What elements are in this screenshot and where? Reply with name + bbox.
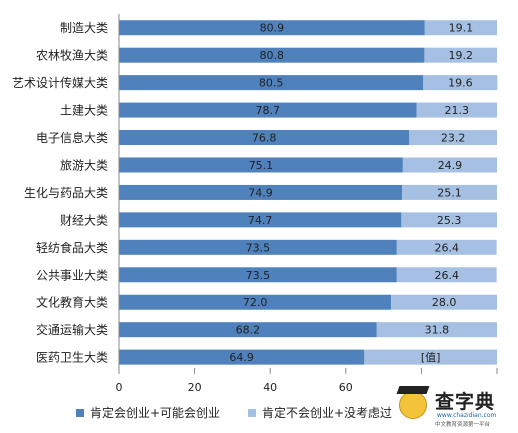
data-label: 78.7 [255, 104, 280, 117]
data-label: 73.5 [246, 241, 271, 254]
logo-title: 查字典 [435, 391, 496, 413]
logo-tagline: 中文教育资源第一平台 [435, 422, 491, 428]
category-label: 农林牧渔大类 [36, 49, 108, 63]
legend-item-series-2: 肯定不会创业+没考虑过 [248, 404, 392, 421]
x-tick-label: 0 [116, 381, 123, 394]
category-labels: 制造大类农林牧渔大类艺术设计传媒大类土建大类电子信息大类旅游大类生化与药品大类财… [12, 21, 108, 364]
bars-layer: 80.9 19.1 80.8 19.2 80.5 19.6 78.7 21.3 76.8 23.2… [119, 20, 498, 365]
category-label: 医药卫生大类 [36, 351, 108, 365]
category-label: 生化与药品大类 [24, 186, 108, 200]
bar-series-2 [396, 239, 497, 255]
data-label: 19.1 [449, 22, 474, 35]
x-tick-label: 60 [339, 381, 353, 394]
bar-series-2 [416, 102, 497, 118]
bar-series-2 [402, 184, 497, 200]
bar-series-1 [119, 184, 403, 200]
bar-series-1 [119, 267, 397, 283]
bar-series-2 [424, 20, 497, 36]
data-label: 23.2 [441, 132, 466, 145]
bar-series-2 [376, 322, 497, 338]
category-label: 旅游大类 [60, 158, 108, 172]
bar-series-2 [402, 157, 497, 173]
data-label: 73.5 [246, 269, 271, 282]
data-label: 26.4 [434, 269, 459, 282]
data-label: 64.9 [229, 351, 254, 364]
data-label: 76.8 [252, 132, 277, 145]
data-label: 74.9 [248, 186, 273, 199]
bar-series-1 [119, 75, 424, 91]
site-logo: 查字典 www.chazidian.com 中文教育资源第一平台 [395, 383, 515, 431]
bar-series-1 [119, 322, 377, 338]
bar-series-2 [423, 75, 498, 91]
data-label: 80.9 [260, 22, 285, 35]
data-label: 74.7 [248, 214, 273, 227]
data-label: 25.1 [437, 186, 462, 199]
data-label: 19.2 [448, 49, 473, 62]
category-label: 文化教育大类 [36, 295, 108, 310]
bar-series-2 [401, 212, 497, 228]
bar-series-1 [119, 20, 425, 36]
data-label: 28.0 [432, 296, 457, 309]
data-label: 26.4 [434, 241, 459, 254]
bar-series-1 [119, 157, 403, 173]
legend-swatch-series-1 [76, 408, 84, 417]
category-label: 交通运输大类 [36, 322, 108, 337]
data-label: 31.8 [425, 324, 450, 337]
legend: 肯定会创业+可能会创业 肯定不会创业+没考虑过 [0, 404, 518, 428]
bar-series-1 [119, 294, 392, 310]
category-label: 制造大类 [60, 21, 108, 35]
category-label: 艺术设计传媒大类 [12, 75, 108, 90]
bar-series-1 [119, 349, 365, 365]
category-label: 财经大类 [60, 213, 108, 227]
bar-series-2 [409, 130, 497, 146]
x-tick-label: 40 [263, 381, 277, 394]
legend-item-series-1: 肯定会创业+可能会创业 [76, 404, 220, 421]
category-label: 轻纺食品大类 [36, 240, 108, 255]
graduation-cap-icon [399, 391, 427, 419]
data-label: 80.8 [259, 49, 284, 62]
logo-url: www.chazidian.com [437, 412, 497, 419]
bar-series-1 [119, 239, 397, 255]
data-label: 24.9 [438, 159, 463, 172]
category-label: 公共事业大类 [36, 268, 108, 282]
data-label: 19.6 [448, 77, 473, 90]
bar-series-2 [391, 294, 497, 310]
bar-series-1 [119, 102, 417, 118]
legend-label-series-2: 肯定不会创业+没考虑过 [262, 406, 393, 420]
bar-series-1 [119, 47, 425, 63]
x-tick-label: 20 [188, 381, 202, 394]
bar-series-2 [364, 349, 497, 365]
category-label: 电子信息大类 [36, 130, 108, 145]
legend-swatch-series-2 [248, 408, 256, 417]
data-label: 21.3 [444, 104, 469, 117]
data-label: 75.1 [249, 159, 274, 172]
data-label: [值] [421, 351, 441, 364]
bar-series-1 [119, 130, 410, 146]
legend-label-series-1: 肯定会创业+可能会创业 [90, 406, 221, 420]
category-label: 土建大类 [60, 104, 108, 118]
data-label: 72.0 [243, 296, 268, 309]
bar-series-1 [119, 212, 402, 228]
data-label: 25.3 [437, 214, 462, 227]
data-label: 68.2 [236, 324, 261, 337]
data-label: 80.5 [259, 77, 284, 90]
bar-series-2 [424, 47, 497, 63]
bar-series-2 [396, 267, 497, 283]
